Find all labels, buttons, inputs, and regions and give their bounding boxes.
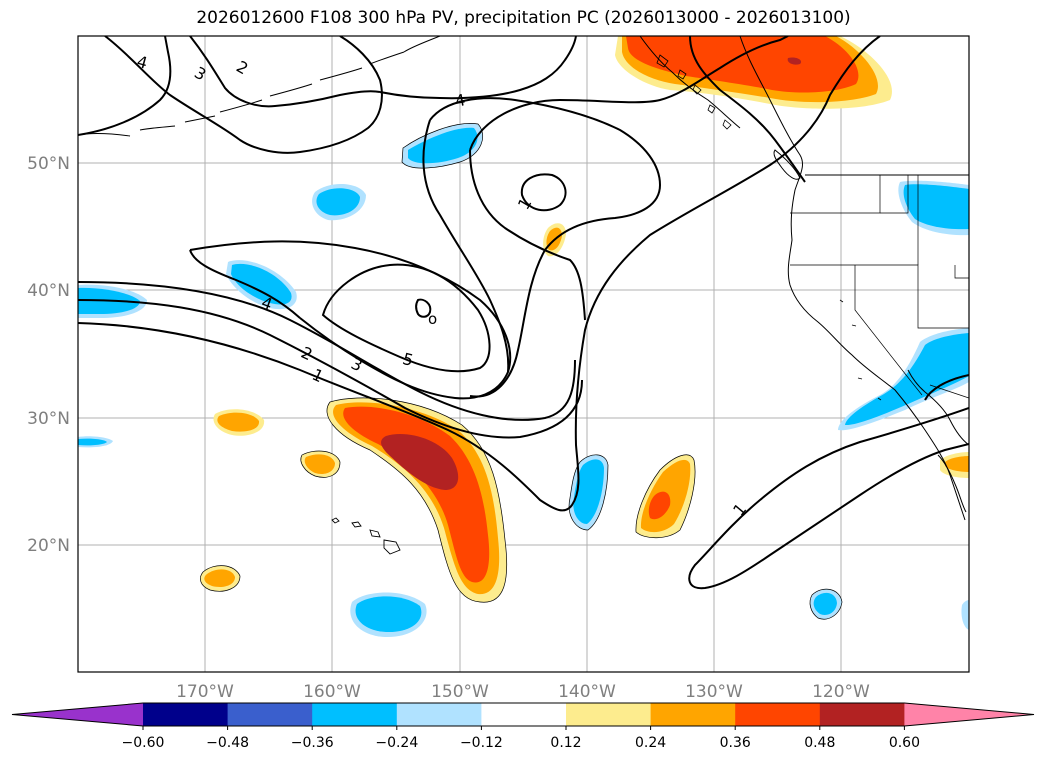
shading-outlines [200,123,843,620]
colorbar-tick-label: −0.12 [460,735,503,751]
precip-positive-blob-small-2 [300,450,340,478]
colorbar-tick-label: 0.24 [635,735,666,751]
colorbar-tick-label: 0.36 [720,735,751,751]
colorbar-segment [312,703,398,726]
colorbar-extend-max [904,703,1034,726]
precip-shading [78,36,969,638]
colorbar-segment [566,703,652,726]
pv-contour-line-7 [415,298,432,318]
precip-negative-blob-9 [838,328,969,431]
colorbar-tick-label: 0.12 [550,735,581,751]
pv-contour-line-16 [189,36,381,108]
colorbar-segment [143,703,229,726]
pv-contour-line-9 [422,119,510,373]
longitude-labels: 170°W 160°W 150°W 140°W 130°W 120°W [176,682,870,702]
contour-label: 4 [135,52,150,73]
pv-contours [78,36,969,590]
pv-contour-line-11 [469,149,586,321]
lon-label-150w: 150°W [431,682,489,702]
pv-contour-line-12 [520,173,567,212]
contour-label: o [428,310,437,328]
lon-label-160w: 160°W [303,682,361,702]
precip-negative-blob-1 [402,123,483,169]
precip-negative-blob-11 [961,600,969,630]
colorbar-segment [481,703,567,726]
gridlines [78,36,969,672]
lat-label-30n: 30°N [27,409,70,429]
colorbar-tick-label: −0.60 [122,735,165,751]
colorbar: −0.60 −0.48 −0.36 −0.24 −0.12 0.12 0.24 0.36 0.4… [11,702,1035,751]
precip-negative-blob-5 [78,436,113,448]
precip-positive-blob-small-1 [635,454,696,538]
precip-positive-blob-small-4 [200,565,240,592]
lon-label-120w: 120°W [812,682,870,702]
pv-contour-line-8 [429,97,662,398]
precip-positive-blob-small-3 [213,409,265,436]
precip-negative-blob-3 [226,260,297,310]
precip-negative-blob-8 [898,180,969,236]
colorbar-segment [396,703,482,726]
lat-label-50n: 50°N [27,154,70,174]
figure-title: 2026012600 F108 300 hPa PV, precipitatio… [196,8,851,28]
pv-contour-line-5 [189,249,301,319]
pv-contour-line-4 [189,240,512,400]
lat-label-20n: 20°N [27,536,70,556]
pv-contour-line-14 [78,36,172,136]
lon-label-130w: 130°W [685,682,743,702]
precip-negative-blob-6 [350,592,427,638]
latitude-labels: 50°N 40°N 30°N 20°N [27,154,70,556]
pv-contour-line-6 [321,263,491,373]
colorbar-segment [227,703,313,726]
precip-positive-blob-central [326,397,507,603]
colorbar-segment [819,703,905,726]
colorbar-tick-label: −0.24 [375,735,418,751]
lon-label-140w: 140°W [558,682,616,702]
pv-contour-line-3 [78,36,881,512]
colorbar-tick-label: 0.60 [889,735,920,751]
colorbar-tick-label: −0.36 [291,735,334,751]
pv-contour-line-13 [689,36,806,183]
map-frame [77,35,970,673]
pv-contour-line-17 [379,36,577,100]
colorbar-tick-label: −0.48 [206,735,249,751]
lat-label-40n: 40°N [27,281,70,301]
colorbar-segment [735,703,821,726]
pv-contour-line-19 [924,374,969,401]
precip-positive-blob-small-6 [940,452,969,478]
lon-label-170w: 170°W [176,682,234,702]
contour-label: 4 [454,90,467,110]
pv-contour-line-15 [104,36,383,154]
pv-contour-line-10 [469,36,789,151]
contour-label: 5 [401,349,416,370]
colorbar-segment [650,703,736,726]
precip-negative-blob-10 [810,589,842,620]
pv-contour-line-2 [78,299,583,439]
colorbar-tick-label: 0.48 [804,735,835,751]
pv-contour-line-18 [688,407,969,590]
precip-negative-blob-2 [312,184,366,221]
colorbar-extend-min [12,703,143,726]
